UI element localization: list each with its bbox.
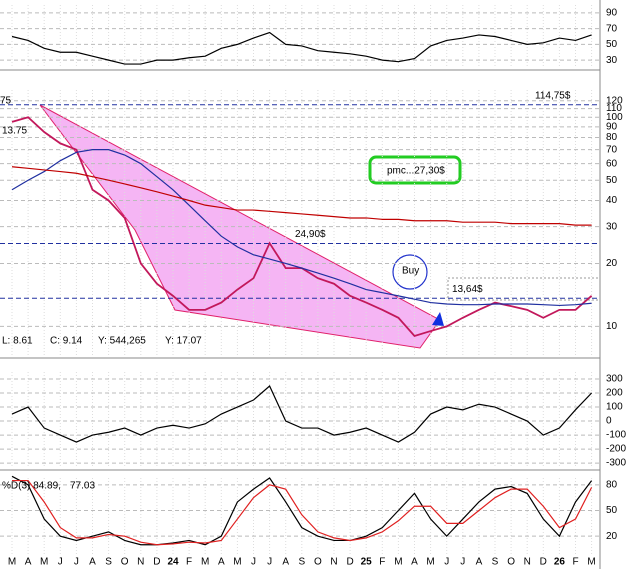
reference-label: 24,90$ (295, 229, 326, 240)
annotation: 77.03 (70, 481, 95, 492)
x-tick-label: S (492, 557, 499, 568)
y-tick-label: 90 (606, 8, 618, 19)
buy-arrow (432, 312, 444, 326)
x-tick-label: S (298, 557, 305, 568)
x-tick-label: J (460, 557, 465, 568)
y-tick-label: 20 (606, 531, 618, 542)
x-tick-label: N (330, 557, 337, 568)
annotation: Buy (402, 266, 419, 277)
y-tick-label: 40 (606, 195, 618, 206)
x-tick-label: J (251, 557, 256, 568)
x-tick-label: N (137, 557, 144, 568)
y-tick-label: 100 (606, 112, 623, 123)
x-tick-label: 24 (167, 557, 179, 568)
x-tick-label: O (507, 557, 515, 568)
y-tick-label: 90 (606, 121, 618, 132)
x-tick-label: A (218, 557, 225, 568)
x-tick-label: M (8, 557, 16, 568)
y-tick-label: -100 (606, 430, 626, 441)
annotation: 75 (0, 96, 12, 107)
y-tick-label: 70 (606, 144, 618, 155)
y-tick-label: 120 (606, 95, 623, 106)
y-tick-label: 10 (606, 321, 618, 332)
y-tick-label: -200 (606, 444, 626, 455)
x-tick-label: M (233, 557, 241, 568)
x-tick-label: A (25, 557, 32, 568)
series-line (11, 166, 592, 226)
x-tick-label: M (587, 557, 595, 568)
x-tick-label: 26 (554, 557, 566, 568)
x-tick-label: A (411, 557, 418, 568)
reference-label: 13,64$ (452, 284, 483, 295)
series-line (12, 479, 593, 546)
x-tick-label: M (394, 557, 402, 568)
y-tick-label: 50 (606, 505, 618, 516)
y-tick-label: 80 (606, 479, 618, 490)
x-tick-label: M (40, 557, 48, 568)
x-tick-label: O (121, 557, 129, 568)
x-tick-label: J (74, 557, 79, 568)
y-tick-label: 100 (606, 402, 623, 413)
annotation: %D(3) 84.89, (2, 481, 61, 492)
x-tick-label: O (314, 557, 322, 568)
annotation: 13.75 (2, 126, 27, 137)
x-tick-label: A (282, 557, 289, 568)
x-tick-label: F (186, 557, 192, 568)
y-tick-label: 50 (606, 39, 618, 50)
annotation: C: 9.14 (50, 336, 83, 347)
y-tick-label: 80 (606, 132, 618, 143)
y-tick-label: 60 (606, 158, 618, 169)
series-line (11, 475, 593, 546)
y-tick-label: 200 (606, 388, 623, 399)
x-tick-label: D (346, 557, 353, 568)
series-line (11, 385, 593, 443)
y-tick-label: -300 (606, 458, 626, 469)
x-tick-label: 25 (361, 557, 373, 568)
annotation: L: 8.61 (2, 336, 33, 347)
y-tick-label: 20 (606, 258, 618, 269)
x-tick-label: D (540, 557, 547, 568)
x-tick-label: M (426, 557, 434, 568)
y-tick-label: 30 (606, 221, 618, 232)
annotation: Y: 544,265 (98, 336, 146, 347)
annotation: pmc...27,30$ (387, 166, 445, 177)
y-tick-label: 0 (606, 416, 612, 427)
x-tick-label: J (58, 557, 63, 568)
x-tick-label: F (572, 557, 578, 568)
y-tick-label: 50 (606, 175, 618, 186)
y-tick-label: 30 (606, 55, 618, 66)
y-tick-label: 110 (606, 103, 622, 114)
reference-label: 114,75$ (535, 90, 571, 101)
x-tick-label: M (201, 557, 209, 568)
series-line (11, 31, 592, 65)
x-tick-label: J (267, 557, 272, 568)
x-tick-label: N (524, 557, 531, 568)
x-tick-label: D (153, 557, 160, 568)
annotation: Y: 17.07 (165, 336, 202, 347)
buy-circle (392, 254, 428, 290)
x-tick-label: J (444, 557, 449, 568)
range-box (447, 277, 601, 301)
x-tick-label: F (379, 557, 385, 568)
y-tick-label: 300 (606, 374, 623, 385)
x-tick-label: A (476, 557, 483, 568)
series-line (11, 149, 592, 307)
x-tick-label: A (89, 557, 96, 568)
x-tick-label: S (105, 557, 112, 568)
y-tick-label: 70 (606, 23, 618, 34)
